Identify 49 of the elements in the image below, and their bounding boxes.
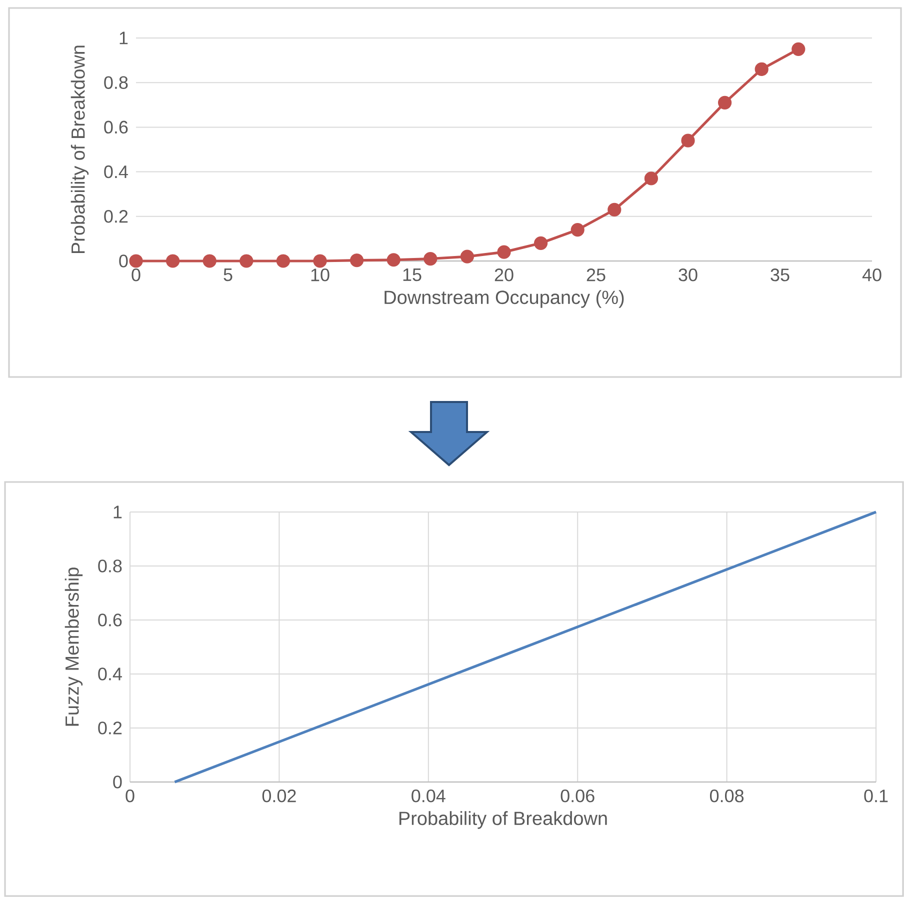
- point: [534, 236, 548, 250]
- x-tick-label: 35: [770, 268, 790, 282]
- x-tick-label: 0.02: [262, 790, 296, 802]
- y-tick-label: 0.2: [104, 210, 128, 223]
- point: [460, 250, 474, 264]
- x-tick-label: 40: [862, 268, 882, 282]
- x-tick-label: 0.06: [560, 790, 594, 802]
- x-tick-label: 0: [132, 268, 140, 282]
- point: [792, 42, 806, 56]
- y-tick-label: 0.8: [98, 560, 122, 572]
- x-tick-label: 30: [678, 268, 698, 282]
- point: [754, 62, 768, 76]
- y-tick-label: 0: [113, 776, 122, 788]
- y-tick-label: 0.6: [98, 614, 122, 626]
- x-tick-label: 15: [403, 268, 422, 282]
- x-tick-label: 0.04: [412, 790, 446, 802]
- point: [497, 245, 511, 259]
- x-tick-label: 0.08: [710, 790, 744, 802]
- y-tick-label: 0: [119, 254, 128, 268]
- point: [202, 254, 216, 268]
- point: [608, 202, 622, 216]
- point: [166, 254, 180, 268]
- y-axis-title: Probability of Breakdown: [70, 46, 89, 254]
- point: [350, 254, 364, 268]
- point: [718, 96, 732, 110]
- y-tick-label: 0.6: [104, 120, 128, 134]
- y-tick-label: 0.4: [104, 165, 128, 178]
- point: [129, 254, 143, 268]
- point: [240, 254, 254, 268]
- point: [424, 252, 438, 266]
- point: [386, 253, 400, 267]
- point: [644, 172, 658, 186]
- point: [313, 254, 327, 268]
- x-axis-title: Probability of Breakdown: [399, 811, 607, 829]
- y-tick-label: 0.4: [98, 668, 122, 680]
- point: [276, 254, 290, 268]
- y-tick-label: 0.8: [104, 76, 128, 89]
- x-axis-title: Downstream Occupancy (%): [384, 290, 624, 308]
- x-tick-label: 10: [311, 268, 330, 282]
- point: [570, 222, 584, 237]
- y-tick-label: 1: [114, 506, 122, 518]
- x-tick-label: 20: [494, 268, 514, 282]
- point: [681, 134, 695, 148]
- y-axis-title: Fuzzy Membership: [64, 568, 83, 726]
- x-tick-label: 25: [586, 268, 606, 282]
- y-tick-label: 0.2: [98, 722, 122, 734]
- x-tick-label: 5: [224, 268, 232, 282]
- y-tick-label: 1: [120, 32, 128, 44]
- x-tick-label: 0.1: [864, 790, 888, 802]
